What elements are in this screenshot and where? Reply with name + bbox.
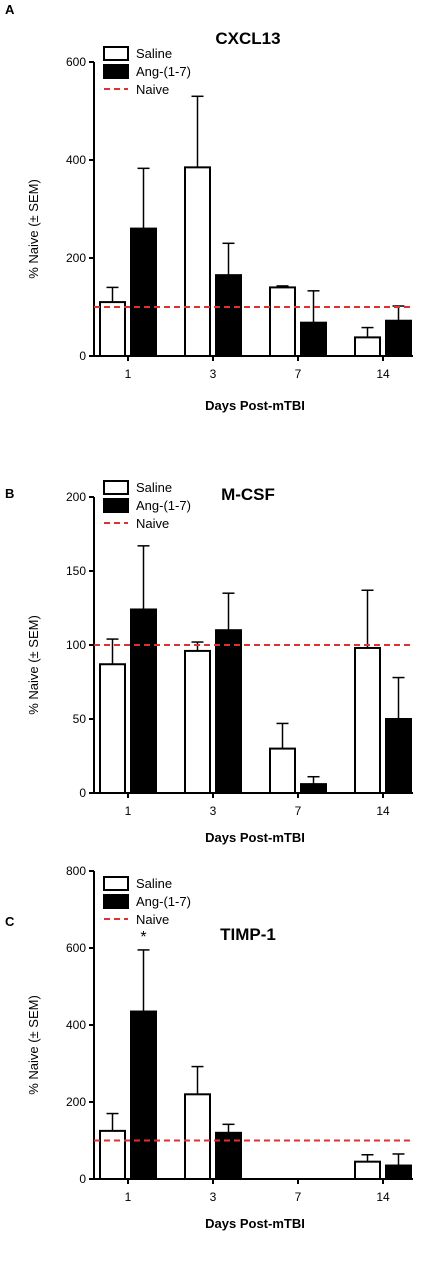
x-tick-label: 1	[125, 367, 132, 381]
x-tick-label: 7	[295, 367, 302, 381]
y-axis-label: % Naive (± SEM)	[26, 615, 41, 715]
legend-label-saline: Saline	[136, 480, 172, 495]
y-tick-label: 400	[66, 153, 86, 167]
y-tick-label: 600	[66, 55, 86, 69]
bar-saline	[99, 301, 126, 358]
x-tick-label: 3	[210, 367, 217, 381]
y-tick-label: 0	[79, 349, 86, 363]
y-axis-label: % Naive (± SEM)	[26, 179, 41, 279]
x-tick-label: 14	[376, 804, 390, 818]
legend-label-saline: Saline	[136, 876, 172, 891]
legend-swatch-saline	[103, 480, 129, 495]
chart-panel-c: C TIMP-1 0 200 400 600 800 % Naive (± SEM) 1 3 7 14…	[5, 864, 413, 1231]
panel-letter: B	[5, 486, 14, 501]
x-tick-label: 1	[125, 1190, 132, 1204]
bar-ang	[215, 629, 242, 795]
legend-label-ang: Ang-(1-7)	[136, 498, 191, 513]
x-tick-label: 7	[295, 804, 302, 818]
y-axis-label: % Naive (± SEM)	[26, 995, 41, 1095]
bar-ang	[300, 321, 327, 357]
bar-saline	[269, 747, 296, 794]
y-tick-label: 400	[66, 1018, 86, 1032]
bar-saline	[99, 1129, 126, 1180]
chart-title: M-CSF	[221, 485, 275, 504]
x-axis-label: Days Post-mTBI	[205, 398, 305, 413]
legend: Saline Ang-(1-7) Naive	[103, 46, 191, 97]
bar-ang	[215, 274, 242, 357]
bar-saline	[354, 646, 381, 795]
y-tick-label: 600	[66, 941, 86, 955]
x-tick-label: 3	[210, 804, 217, 818]
bar-saline	[354, 1160, 381, 1181]
bar-saline	[354, 336, 381, 358]
chart-panel-b: B M-CSF 0 50 100 150 200 % Naive (± SEM) 1 3 7 14 Da…	[5, 480, 413, 845]
chart-title: TIMP-1	[220, 925, 276, 944]
x-axis-label: Days Post-mTBI	[205, 830, 305, 845]
legend: Saline Ang-(1-7) Naive	[103, 876, 191, 927]
legend-label-ang: Ang-(1-7)	[136, 894, 191, 909]
legend-swatch-saline	[103, 46, 129, 61]
bar-saline	[184, 1093, 211, 1181]
bar-saline	[184, 166, 211, 357]
legend-label-naive: Naive	[136, 912, 169, 927]
bar-ang	[130, 608, 157, 794]
panel-letter: A	[5, 2, 15, 17]
bar-ang	[385, 1164, 412, 1181]
bar-saline	[184, 649, 211, 794]
bar-saline	[99, 663, 126, 794]
legend-label-saline: Saline	[136, 46, 172, 61]
y-tick-label: 200	[66, 1095, 86, 1109]
panel-letter: C	[5, 914, 15, 929]
x-tick-label: 14	[376, 1190, 390, 1204]
y-tick-label: 150	[66, 564, 86, 578]
chart-title: CXCL13	[215, 29, 280, 48]
y-tick-label: 100	[66, 638, 86, 652]
legend-label-naive: Naive	[136, 516, 169, 531]
bar-saline	[269, 286, 296, 357]
legend-swatch-ang	[103, 894, 129, 909]
x-axis-label: Days Post-mTBI	[205, 1216, 305, 1231]
legend-swatch-saline	[103, 876, 129, 891]
y-tick-label: 50	[73, 712, 87, 726]
x-tick-label: 1	[125, 804, 132, 818]
y-tick-label: 200	[66, 490, 86, 504]
bar-ang	[385, 718, 412, 794]
legend-swatch-ang	[103, 498, 129, 513]
x-tick-label: 7	[295, 1190, 302, 1204]
legend-label-ang: Ang-(1-7)	[136, 64, 191, 79]
bar-ang	[300, 783, 327, 794]
legend-swatch-ang	[103, 64, 129, 79]
chart-panel-a: A CXCL13 0 200 400 600 % Naive (± SEM) 1 3 7 14 Day…	[5, 2, 413, 413]
x-tick-label: 14	[376, 367, 390, 381]
bar-ang	[130, 227, 157, 358]
significance-star: *	[140, 929, 146, 946]
bar-ang	[385, 319, 412, 357]
y-tick-label: 0	[79, 1172, 86, 1186]
y-tick-label: 800	[66, 864, 86, 878]
y-tick-label: 0	[79, 786, 86, 800]
y-tick-label: 200	[66, 251, 86, 265]
legend-label-naive: Naive	[136, 82, 169, 97]
x-tick-label: 3	[210, 1190, 217, 1204]
bar-ang	[130, 1010, 157, 1181]
legend: Saline Ang-(1-7) Naive	[103, 480, 191, 531]
